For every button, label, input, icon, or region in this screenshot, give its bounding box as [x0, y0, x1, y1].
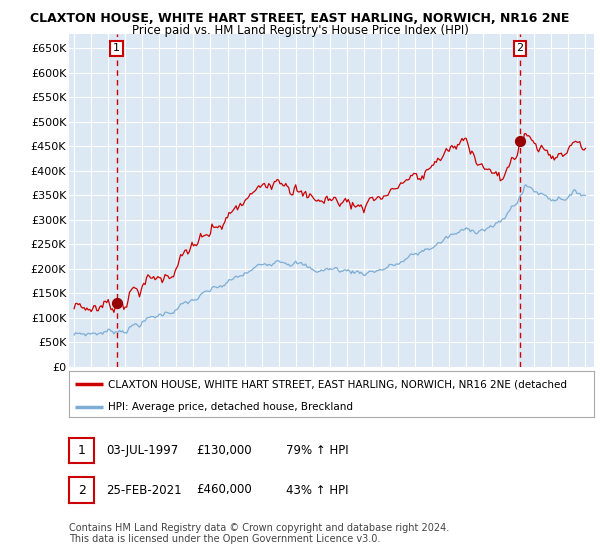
Text: 2: 2: [516, 43, 523, 53]
Text: 1: 1: [77, 444, 86, 458]
Text: CLAXTON HOUSE, WHITE HART STREET, EAST HARLING, NORWICH, NR16 2NE (detached: CLAXTON HOUSE, WHITE HART STREET, EAST H…: [109, 379, 568, 389]
Text: Price paid vs. HM Land Registry's House Price Index (HPI): Price paid vs. HM Land Registry's House …: [131, 24, 469, 37]
Text: CLAXTON HOUSE, WHITE HART STREET, EAST HARLING, NORWICH, NR16 2NE: CLAXTON HOUSE, WHITE HART STREET, EAST H…: [31, 12, 569, 25]
Text: 2: 2: [77, 483, 86, 497]
Text: This data is licensed under the Open Government Licence v3.0.: This data is licensed under the Open Gov…: [69, 534, 380, 544]
Text: £460,000: £460,000: [196, 483, 252, 497]
Text: 03-JUL-1997: 03-JUL-1997: [106, 444, 178, 458]
Text: 25-FEB-2021: 25-FEB-2021: [106, 483, 182, 497]
Text: Contains HM Land Registry data © Crown copyright and database right 2024.: Contains HM Land Registry data © Crown c…: [69, 523, 449, 533]
Text: 43% ↑ HPI: 43% ↑ HPI: [286, 483, 349, 497]
Text: £130,000: £130,000: [196, 444, 252, 458]
Point: [112, 298, 122, 307]
Text: HPI: Average price, detached house, Breckland: HPI: Average price, detached house, Brec…: [109, 402, 353, 412]
Text: 1: 1: [113, 43, 120, 53]
Point: [515, 137, 524, 146]
Text: 79% ↑ HPI: 79% ↑ HPI: [286, 444, 349, 458]
